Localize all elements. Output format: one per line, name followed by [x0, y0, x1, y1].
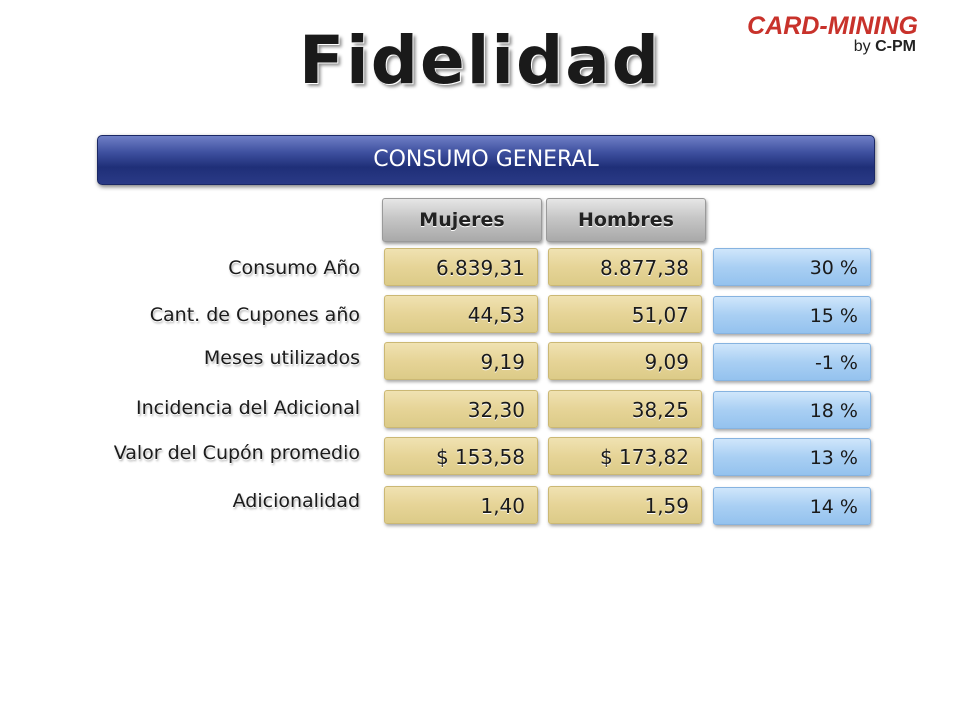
logo-sub-prefix: by — [853, 38, 876, 55]
men-value-cell: 8.877,38 — [548, 248, 702, 286]
card-mining-logo: CARD-MINING by C-PM — [680, 12, 918, 58]
women-value-cell: 1,40 — [384, 486, 538, 524]
women-value-cell: 44,53 — [384, 295, 538, 333]
women-value-cell: $ 153,58 — [384, 437, 538, 475]
logo-sub-brand: C-PM — [875, 38, 916, 55]
change-percent-cell: -1 % — [713, 343, 871, 381]
women-value-cell: 9,19 — [384, 342, 538, 380]
women-value-cell: 6.839,31 — [384, 248, 538, 286]
row-label: Cant. de Cupones año — [149, 304, 360, 326]
men-value-cell: 38,25 — [548, 390, 702, 428]
change-percent-cell: 18 % — [713, 391, 871, 429]
logo-sub-text: by C-PM — [854, 38, 916, 56]
men-value-cell: $ 173,82 — [548, 437, 702, 475]
change-percent-cell: 30 % — [713, 248, 871, 286]
men-value-cell: 51,07 — [548, 295, 702, 333]
column-header-women: Mujeres — [382, 198, 542, 242]
page-title: Fidelidad — [299, 22, 661, 99]
row-label: Consumo Año — [228, 257, 360, 279]
change-percent-cell: 14 % — [713, 487, 871, 525]
row-label: Meses utilizados — [203, 347, 360, 369]
women-value-cell: 32,30 — [384, 390, 538, 428]
section-banner: CONSUMO GENERAL — [97, 135, 875, 185]
row-label: Valor del Cupón promedio — [113, 442, 360, 464]
row-label: Incidencia del Adicional — [136, 397, 360, 419]
logo-main-text: CARD-MINING — [747, 12, 918, 40]
men-value-cell: 1,59 — [548, 486, 702, 524]
row-label: Adicionalidad — [232, 490, 360, 512]
column-header-men: Hombres — [546, 198, 706, 242]
change-percent-cell: 15 % — [713, 296, 871, 334]
men-value-cell: 9,09 — [548, 342, 702, 380]
change-percent-cell: 13 % — [713, 438, 871, 476]
